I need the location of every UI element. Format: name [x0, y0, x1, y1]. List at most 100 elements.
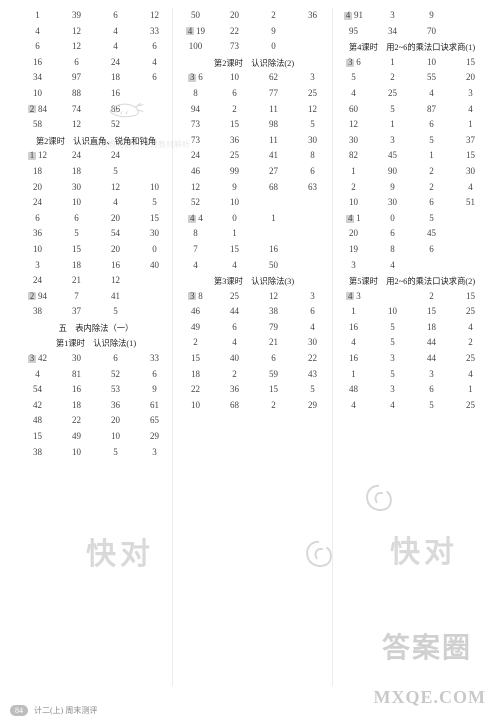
answer-cell: 15 [412, 304, 451, 320]
url-watermark-text: MXQE.COM [374, 687, 486, 707]
answer-cell: 4 [373, 398, 412, 414]
answer-cell: 45 [373, 148, 412, 164]
answer-cell: 36 [96, 398, 135, 414]
answer-cell: 3 [293, 289, 332, 305]
answer-cell: 7 [176, 242, 215, 258]
answer-cell: 11 [254, 102, 293, 118]
footer: 84 计二(上) 周末测评 [10, 705, 97, 716]
answer-cell: 24 [96, 55, 135, 71]
answer-cell: 18 [57, 258, 96, 274]
answer-cell: 3 [18, 258, 57, 274]
answer-cell: 16 [254, 242, 293, 258]
answer-cell: 5 [373, 335, 412, 351]
answer-row: 45442 [334, 335, 490, 351]
answer-cell: 46 [176, 304, 215, 320]
answer-row: 49139 [334, 8, 490, 24]
section-header: 第3课时 认识除法(3) [176, 273, 332, 289]
answer-cell: 3 [373, 351, 412, 367]
answer-cell: 99 [215, 164, 254, 180]
answer-cell: 22 [293, 351, 332, 367]
answer-row: 1296863 [176, 180, 332, 196]
answer-cell: 1 [412, 148, 451, 164]
answer-cell: 3 [412, 367, 451, 383]
answer-cell: 3 [451, 86, 490, 102]
answer-row: 73361130 [176, 133, 332, 149]
answer-row: 1986 [334, 242, 490, 258]
answer-cell: 6 [293, 164, 332, 180]
answer-row: 1540622 [176, 351, 332, 367]
answer-cell: 98 [254, 117, 293, 133]
answer-row: 1122424 [18, 148, 174, 164]
section-header: 五 表内除法（一） [18, 320, 174, 336]
answer-cell: 45 [412, 226, 451, 242]
answer-column-2: 5020236419229100730第2课时 认识除法(2)361062386… [176, 8, 332, 686]
answer-cell: 8 [373, 242, 412, 258]
answer-cell: 8 [176, 86, 215, 102]
answer-cell: 15 [57, 242, 96, 258]
answer-cell: 3 [334, 258, 373, 274]
answer-cell: 5 [412, 211, 451, 227]
answer-cell: 30 [293, 133, 332, 149]
answer-cell: 65 [135, 413, 174, 429]
answer-cell: 11 [254, 133, 293, 149]
answer-cell: 4 [334, 398, 373, 414]
answer-cell: 62 [254, 70, 293, 86]
answer-cell: 3 [373, 8, 412, 24]
answer-row: 525520 [334, 70, 490, 86]
answer-cell: 20 [96, 413, 135, 429]
answer-cell: 54 [18, 382, 57, 398]
answer-cell: 22 [176, 382, 215, 398]
answer-cell: 43 [293, 367, 332, 383]
answer-cell: 5 [334, 70, 373, 86]
block-marker: 4 [344, 12, 352, 20]
answer-cell: 79 [254, 320, 293, 336]
answer-row: 4699276 [176, 164, 332, 180]
block-marker: 4 [188, 215, 196, 223]
answer-row: 2236155 [176, 382, 332, 398]
answer-row: 3611015 [334, 55, 490, 71]
answer-cell: 491 [334, 8, 373, 24]
answer-cell: 6 [215, 86, 254, 102]
answer-cell: 6 [254, 351, 293, 367]
answer-cell: 0 [254, 39, 293, 55]
answer-cell: 20 [96, 211, 135, 227]
answer-cell: 12 [57, 117, 96, 133]
column-divider-2 [332, 8, 333, 686]
answer-cell: 10 [412, 55, 451, 71]
answer-cell: 2 [254, 398, 293, 414]
answer-cell: 18 [176, 367, 215, 383]
answer-cell: 15 [135, 211, 174, 227]
section-header: 第2课时 认识除法(2) [176, 55, 332, 71]
answer-cell: 6 [135, 39, 174, 55]
answer-cell: 2 [412, 164, 451, 180]
answer-row: 2847486 [18, 102, 174, 118]
answer-row: 15491029 [18, 429, 174, 445]
answer-row: 3825123 [176, 289, 332, 305]
answer-cell: 12 [57, 24, 96, 40]
answer-cell: 15 [451, 148, 490, 164]
answer-cell: 58 [18, 117, 57, 133]
answer-cell: 5 [96, 164, 135, 180]
answer-row: 61246 [18, 39, 174, 55]
answer-row: 953470 [334, 24, 490, 40]
section-header: 第1课时 认识除法(1) [18, 335, 174, 351]
answer-cell: 100 [176, 39, 215, 55]
answer-cell: 10 [135, 180, 174, 196]
answer-cell: 8 [176, 226, 215, 242]
answer-cell: 2 [215, 367, 254, 383]
answer-cell: 2 [412, 289, 451, 305]
answer-row: 3497186 [18, 70, 174, 86]
answer-cell: 2 [334, 180, 373, 196]
answer-cell: 1 [334, 304, 373, 320]
answer-cell: 5 [412, 133, 451, 149]
answer-cell: 44 [412, 351, 451, 367]
answer-cell: 25 [215, 289, 254, 305]
answer-cell: 44 [412, 335, 451, 351]
answer-row: 5210 [176, 195, 332, 211]
answer-cell: 15 [451, 55, 490, 71]
answer-row: 7315985 [176, 117, 332, 133]
answer-cell: 10 [215, 195, 254, 211]
answer-row: 48222065 [18, 413, 174, 429]
answer-cell: 88 [57, 86, 96, 102]
block-marker: 3 [188, 74, 196, 82]
